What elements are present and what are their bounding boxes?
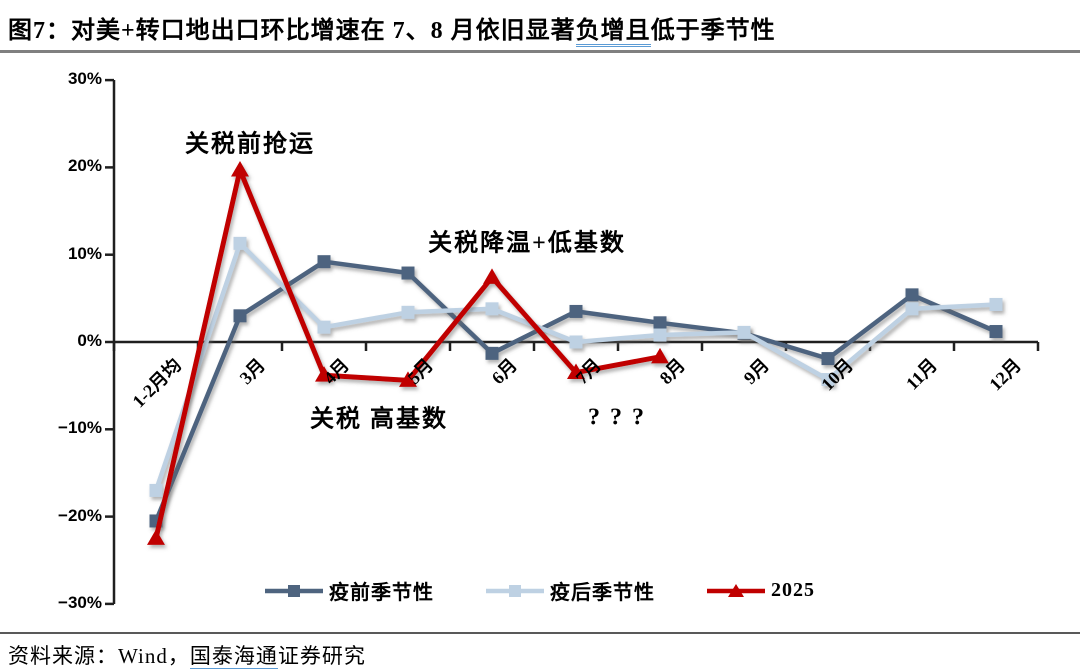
y-tick-label: 10% — [67, 243, 102, 263]
y-tick-label: −20% — [58, 505, 102, 525]
y-tick-label: −10% — [58, 418, 102, 438]
y-tick-label: −30% — [58, 592, 102, 612]
source-suffix: 证券研究 — [277, 644, 366, 668]
marker-triangle — [315, 366, 333, 382]
marker-square — [821, 352, 835, 366]
marker-triangle — [147, 529, 165, 545]
figure-title-suffix: 低于季节性 — [650, 18, 776, 44]
marker-square — [989, 297, 1003, 311]
footer-divider — [0, 632, 1080, 634]
figure-title-prefix: 图7：对美+转口地出口环比增速在 7、8 月依旧显著 — [8, 18, 576, 44]
figure-title: 图7：对美+转口地出口环比增速在 7、8 月依旧显著负增且低于季节性 — [8, 10, 776, 47]
chart-annotation: 关税降温+低基数 — [428, 230, 626, 257]
marker-square — [569, 304, 583, 318]
marker-square — [905, 302, 919, 316]
marker-square — [653, 328, 667, 342]
marker-triangle — [483, 268, 501, 284]
legend-item-2025: 2025 — [707, 579, 815, 602]
source-line: 资料来源：Wind，国泰海通证券研究 — [8, 640, 366, 670]
series-疫后季节性 — [149, 236, 1003, 497]
marker-square — [485, 302, 499, 316]
marker-square — [653, 316, 667, 330]
chart-annotation: 关税 高基数 — [310, 406, 448, 433]
marker-triangle — [231, 161, 249, 177]
marker-square — [401, 266, 415, 280]
marker-square — [317, 255, 331, 269]
legend-label: 疫前季节性 — [329, 582, 434, 604]
marker-square — [233, 236, 247, 250]
y-tick-label: 30% — [67, 69, 102, 89]
marker-square — [149, 483, 163, 497]
y-tick-label: 0% — [77, 331, 102, 350]
legend-item-疫前季节性: 疫前季节性 — [265, 576, 434, 605]
marker-square — [401, 305, 415, 319]
marker-square — [233, 309, 247, 323]
legend-marker — [265, 584, 323, 597]
title-divider — [0, 50, 1080, 53]
series-2025 — [147, 161, 669, 545]
marker-square — [485, 346, 499, 360]
source-underlined: 国泰海通 — [189, 644, 278, 670]
marker-square — [317, 320, 331, 334]
legend-marker — [707, 583, 765, 597]
legend-label: 2025 — [771, 579, 815, 601]
chart-legend: 疫前季节性 疫后季节性 2025 — [0, 576, 1080, 605]
source-prefix: 资料来源：Wind， — [8, 644, 190, 668]
marker-triangle — [651, 347, 669, 364]
figure-title-underlined: 负增且 — [575, 18, 651, 47]
marker-square — [905, 288, 919, 302]
y-tick-label: 20% — [67, 156, 102, 176]
series-疫前季节性 — [149, 255, 1003, 528]
chart-annotation: ? ? ? — [588, 404, 646, 431]
marker-triangle — [399, 371, 417, 387]
marker-square — [989, 325, 1003, 339]
legend-item-疫后季节性: 疫后季节性 — [486, 576, 655, 605]
marker-triangle — [567, 363, 585, 380]
marker-square — [821, 373, 835, 387]
chart-annotation: 关税前抢运 — [185, 131, 315, 158]
marker-square — [569, 335, 583, 349]
legend-label: 疫后季节性 — [550, 582, 655, 604]
marker-square — [737, 325, 751, 339]
legend-marker — [486, 584, 544, 597]
